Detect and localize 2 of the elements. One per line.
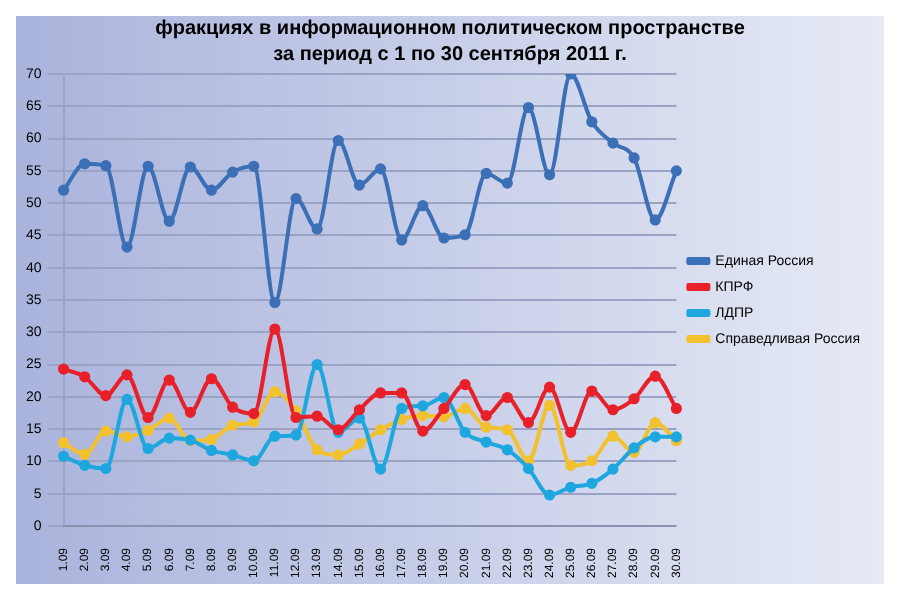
chart-title: фракциях в информационном политическом пространстве xyxy=(155,17,746,40)
chart-subtitle: за период с 1 по 30 сентября 2011 г. xyxy=(273,43,628,66)
